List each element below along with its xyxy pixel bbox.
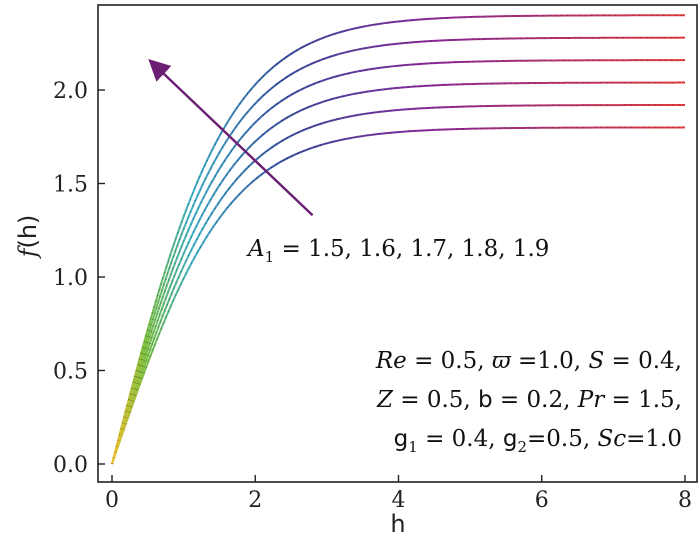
ann-pr: Pr — [577, 387, 606, 413]
x-tick-label: 4 — [392, 488, 406, 513]
annotation-line-2: Z = 0.5, b = 0.2, Pr = 1.5, — [376, 387, 682, 413]
x-tick-label: 8 — [678, 488, 692, 513]
curves — [111, 14, 686, 465]
ann-s-val: = 0.4, — [604, 348, 682, 374]
y-tick-label: 1.5 — [53, 173, 88, 198]
series-dots-2 — [111, 104, 685, 465]
series-line-2 — [111, 104, 685, 465]
ann-b: b — [478, 387, 493, 413]
series-line-1 — [111, 126, 686, 465]
annotation-line-1: Re = 0.5, ϖ =1.0, S = 0.4, — [375, 348, 682, 374]
ann-z: Z — [376, 387, 394, 413]
series-line-5 — [111, 36, 685, 465]
y-axis-label-h: (h) — [14, 215, 42, 249]
y-tick-label: 0.0 — [53, 453, 88, 478]
ann-re-val: = 0.5, — [407, 348, 492, 374]
ann-pr-val: = 1.5, — [604, 387, 682, 413]
ann-z-val: = 0.5, — [393, 387, 478, 413]
ann-b-val: = 0.2, — [493, 387, 578, 413]
y-tick-label: 1.0 — [53, 266, 88, 291]
y-tick-label: 2.0 — [53, 79, 88, 104]
y-tick-label: 0.5 — [53, 360, 88, 385]
ann-g1-sub: 1 — [408, 438, 418, 456]
param-values: = 1.5, 1.6, 1.7, 1.8, 1.9 — [274, 236, 549, 262]
series-dots-1 — [111, 126, 686, 465]
axes-frame — [97, 4, 698, 483]
ann-re: Re — [375, 348, 407, 374]
series-line-3 — [111, 81, 685, 465]
plot-border — [97, 4, 698, 483]
x-ticks: 0 2 4 6 8 — [105, 475, 692, 513]
ann-omega: ϖ — [492, 348, 512, 374]
parameter-arrow — [148, 58, 314, 217]
x-axis-label: h — [390, 510, 405, 538]
ann-s: S — [588, 348, 604, 374]
ann-sc: Sc — [598, 426, 627, 452]
param-symbol: A — [246, 236, 265, 262]
ann-g1: g — [394, 426, 409, 452]
ann-g1-val: = 0.4, — [418, 426, 503, 452]
ann-omega-val: =1.0, — [511, 348, 589, 374]
series-line-6 — [111, 14, 686, 465]
ann-g2-sub: 2 — [517, 438, 527, 456]
x-tick-label: 2 — [248, 488, 262, 513]
ann-g2-val: =0.5, — [527, 426, 597, 452]
y-axis-label: f(h) — [14, 215, 42, 260]
annotation-line-3: g1 = 0.4, g2=0.5, Sc=1.0 — [394, 426, 682, 456]
param-label: A1 = 1.5, 1.6, 1.7, 1.8, 1.9 — [246, 236, 549, 266]
x-tick-label: 6 — [535, 488, 549, 513]
ann-g2: g — [503, 426, 518, 452]
param-subscript: 1 — [265, 248, 275, 266]
x-tick-label: 0 — [105, 488, 119, 513]
series-dots-3 — [111, 81, 685, 465]
ann-sc-val: =1.0 — [626, 426, 682, 452]
y-ticks: 0.0 0.5 1.0 1.5 2.0 — [53, 79, 105, 478]
series-line-4 — [111, 59, 685, 465]
